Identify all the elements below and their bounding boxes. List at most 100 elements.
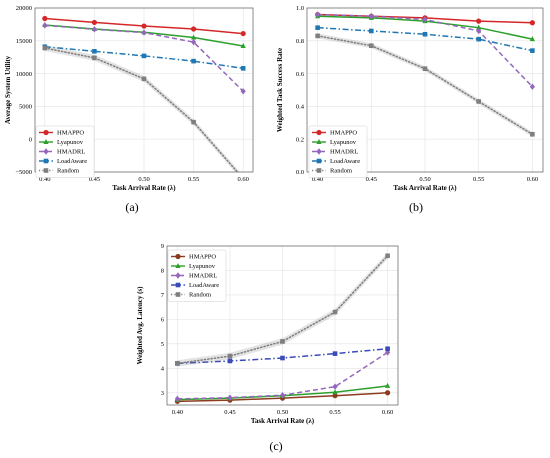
- plot-area: [315, 11, 535, 137]
- confidence-band: [177, 252, 388, 367]
- data-point: [385, 253, 390, 259]
- data-point: [529, 36, 535, 42]
- data-point: [385, 382, 391, 388]
- legend-label: Random: [57, 168, 79, 175]
- data-point: [280, 355, 285, 361]
- legend: HMAPPO Lyapunov HMADRL LoadAware Random: [35, 125, 95, 178]
- y-tick-label: 3: [161, 390, 164, 397]
- legend-frame: [167, 249, 227, 302]
- data-point: [422, 31, 428, 37]
- data-point: [191, 119, 196, 125]
- panel-caption: (c): [269, 439, 282, 453]
- y-axis-title: Average System Utility: [4, 55, 12, 124]
- series-loadaware: [315, 25, 535, 53]
- data-point: [91, 19, 98, 26]
- y-tick-label: 0: [29, 136, 32, 143]
- series-hmappo: [42, 15, 246, 37]
- y-tick-label: 5000: [19, 104, 32, 111]
- y-tick-label: 8: [161, 268, 164, 275]
- data-point: [227, 394, 233, 401]
- legend-label: HMADRL: [57, 149, 85, 156]
- legend-label: LoadAware: [57, 158, 87, 165]
- data-point: [422, 66, 428, 71]
- y-tick-label: 0.2: [296, 136, 304, 143]
- panel-caption: (b): [409, 200, 423, 214]
- data-point: [529, 20, 535, 26]
- legend-label: Lyapunov: [330, 139, 357, 146]
- series-hmadrl: [174, 349, 391, 403]
- series-random: [175, 252, 390, 367]
- data-point: [92, 55, 97, 61]
- x-tick-label: 0.50: [138, 176, 149, 183]
- chart-panel-1: −5000 0 5000 10000 15000 20000 0.40 0.45 0.50 0.5…: [4, 5, 254, 214]
- x-tick-label: 0.50: [277, 409, 288, 416]
- x-tick-label: 0.60: [527, 176, 538, 183]
- y-tick-label: 6: [161, 317, 165, 324]
- y-tick-label: −5000: [15, 169, 32, 176]
- legend-marker: [316, 168, 322, 173]
- data-point: [476, 24, 482, 30]
- legend-marker: [175, 253, 181, 260]
- data-point: [240, 30, 246, 37]
- y-tick-label: 0.0: [296, 169, 304, 176]
- data-point: [190, 38, 197, 46]
- legend: HMAPPO Lyapunov HMADRL LoadAware Random: [308, 125, 368, 178]
- data-point: [332, 383, 338, 390]
- legend-label: HMADRL: [330, 149, 358, 156]
- legend-label: Lyapunov: [189, 263, 216, 270]
- series-random: [315, 33, 535, 137]
- x-tick-label: 0.50: [419, 176, 430, 183]
- data-point: [476, 99, 481, 104]
- x-tick-label: 0.60: [238, 176, 249, 183]
- chart-panel-2: 0.0 0.2 0.4 0.6 0.8 1.0 0.40 0.45 0.50 0.55 0.60 Ta…: [276, 5, 544, 214]
- data-point: [141, 29, 147, 36]
- legend-label: Lyapunov: [57, 139, 84, 146]
- data-point: [368, 13, 374, 20]
- data-point: [332, 393, 338, 399]
- data-point: [369, 43, 374, 49]
- data-point: [174, 395, 180, 403]
- series-hmadrl: [42, 22, 246, 95]
- data-point: [315, 25, 320, 30]
- plot-area: [174, 252, 391, 404]
- x-tick-label: 0.40: [312, 176, 323, 183]
- data-point: [279, 392, 286, 399]
- legend-label: Random: [189, 292, 211, 299]
- x-tick-label: 0.60: [382, 409, 393, 416]
- data-point: [141, 53, 147, 59]
- legend-marker: [316, 139, 322, 144]
- data-point: [315, 11, 321, 18]
- data-point: [91, 26, 98, 33]
- data-point: [476, 27, 482, 35]
- x-tick-label: 0.40: [172, 409, 183, 416]
- legend-marker: [175, 282, 181, 288]
- data-point: [240, 66, 246, 71]
- x-tick-label: 0.40: [39, 176, 50, 183]
- plot-frame: [34, 7, 254, 173]
- x-tick-label: 0.55: [188, 176, 199, 183]
- plot-area: [42, 15, 246, 172]
- legend-label: HMAPPO: [57, 130, 84, 137]
- panel-caption: (a): [125, 200, 138, 214]
- series-random: [42, 45, 241, 172]
- data-point: [476, 36, 481, 42]
- data-point: [315, 33, 320, 39]
- data-point: [190, 34, 197, 40]
- legend: HMAPPO Lyapunov HMADRL LoadAware Random: [167, 249, 227, 302]
- data-point: [476, 18, 482, 24]
- data-point: [42, 22, 48, 29]
- data-point: [240, 43, 246, 49]
- legend-label: LoadAware: [189, 282, 219, 289]
- data-point: [332, 351, 338, 356]
- x-tick-label: 0.55: [473, 176, 484, 183]
- legend-marker: [175, 263, 181, 268]
- data-point: [227, 353, 233, 359]
- legend-label: HMAPPO: [330, 130, 357, 137]
- data-point: [92, 48, 97, 54]
- legend-marker: [316, 148, 322, 155]
- y-tick-label: 7: [161, 292, 165, 299]
- plot-frame: [166, 245, 399, 406]
- x-tick-label: 0.45: [366, 176, 377, 183]
- data-point: [529, 83, 535, 90]
- data-point: [332, 309, 338, 315]
